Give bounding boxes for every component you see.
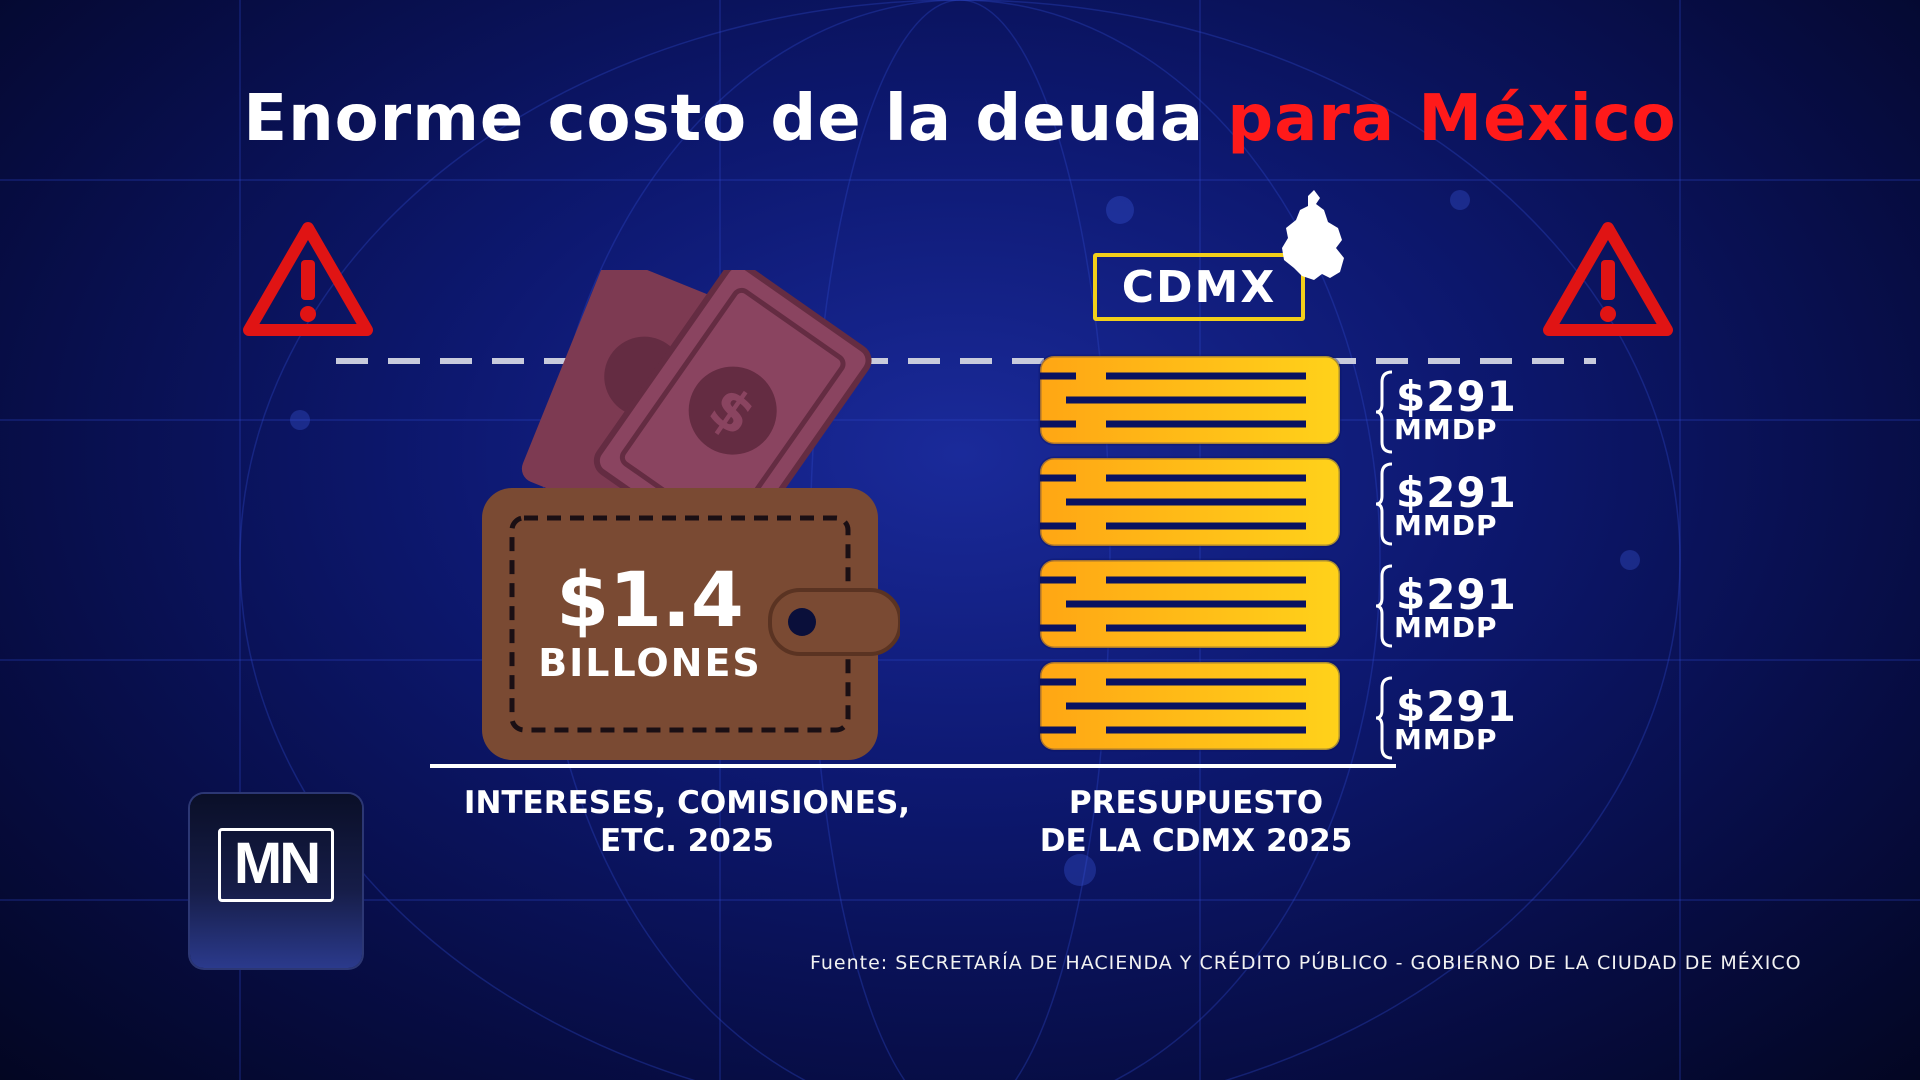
warning-triangle-icon <box>243 222 373 336</box>
comparison-dashed-line <box>336 358 1596 364</box>
logo-frame <box>218 828 334 902</box>
budget-label-line2: DE LA CDMX 2025 <box>1039 823 1353 859</box>
page-title: Enorme costo de la deuda para México <box>0 82 1920 156</box>
debt-label-line1: INTERESES, COMISIONES, <box>463 785 911 821</box>
source-credit: Fuente: SECRETARÍA DE HACIENDA Y CRÉDITO… <box>810 952 1802 974</box>
debt-label: INTERESES, COMISIONES, ETC. 2025 <box>437 784 937 860</box>
budget-segment-unit: MMDP <box>1394 723 1498 756</box>
budget-label: PRESUPUESTO DE LA CDMX 2025 <box>996 784 1396 860</box>
budget-segment-unit: MMDP <box>1394 611 1498 644</box>
coin-stack-icon <box>1036 354 1356 768</box>
budget-segment-value: $291 <box>1396 570 1517 619</box>
segment-bracket <box>1375 676 1393 760</box>
debt-amount: $1.4 <box>556 555 744 644</box>
title-highlight: para México <box>1227 82 1677 156</box>
budget-segment-value: $291 <box>1396 682 1517 731</box>
warning-triangle-icon <box>1543 222 1673 336</box>
wallet-icon: $ <box>482 270 900 760</box>
cdmx-map-icon <box>1282 190 1344 280</box>
budget-segment-value: $291 <box>1396 372 1517 421</box>
mn-logo: MN <box>190 794 362 968</box>
debt-unit: BILLONES <box>538 641 762 685</box>
segment-bracket <box>1375 462 1393 546</box>
title-main: Enorme costo de la deuda <box>243 82 1205 156</box>
cdmx-tag: CDMX <box>1093 253 1305 321</box>
segment-bracket <box>1375 370 1393 454</box>
segment-bracket <box>1375 564 1393 648</box>
budget-segment-value: $291 <box>1396 468 1517 517</box>
baseline <box>430 764 1396 768</box>
budget-segment-unit: MMDP <box>1394 413 1498 446</box>
logo-text: MN <box>233 831 321 896</box>
debt-label-line2: ETC. 2025 <box>600 823 774 859</box>
budget-label-line1: PRESUPUESTO <box>1068 785 1324 821</box>
budget-segment-unit: MMDP <box>1394 509 1498 542</box>
